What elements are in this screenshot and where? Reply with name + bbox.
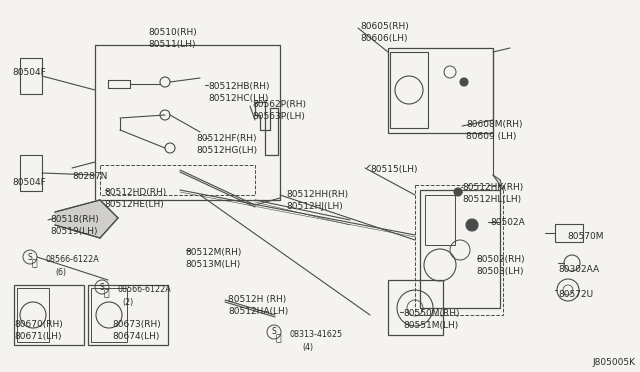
Text: S: S [28, 253, 33, 262]
Text: 80512HL(LH): 80512HL(LH) [462, 195, 521, 204]
Text: 80515(LH): 80515(LH) [370, 165, 417, 174]
Circle shape [454, 188, 462, 196]
Bar [100, 165, 255, 195]
Text: (4): (4) [302, 343, 313, 352]
Text: 80502A: 80502A [490, 218, 525, 227]
Text: 80512M(RH): 80512M(RH) [185, 248, 241, 257]
Text: 80606(LH): 80606(LH) [360, 34, 408, 43]
Text: 80512HB(RH): 80512HB(RH) [208, 82, 269, 91]
Text: 80670(RH): 80670(RH) [14, 320, 63, 329]
Text: J805005K: J805005K [592, 358, 635, 367]
Text: 80512HA(LH): 80512HA(LH) [228, 307, 288, 316]
Text: S: S [100, 282, 104, 292]
Text: 80512HE(LH): 80512HE(LH) [104, 200, 164, 209]
Text: Ⓢ: Ⓢ [32, 259, 38, 268]
Text: 80513M(LH): 80513M(LH) [185, 260, 240, 269]
Bar [88, 285, 168, 345]
Text: 80511(LH): 80511(LH) [148, 40, 195, 49]
Text: 80502(RH): 80502(RH) [476, 255, 525, 264]
Text: 08566-6122A: 08566-6122A [118, 285, 172, 294]
Text: 80671(LH): 80671(LH) [14, 332, 61, 341]
Text: 80512HC(LH): 80512HC(LH) [208, 94, 268, 103]
Bar [14, 285, 84, 345]
Bar [420, 190, 500, 308]
Text: 80572U: 80572U [558, 290, 593, 299]
Polygon shape [55, 200, 118, 238]
Bar [95, 45, 280, 200]
Bar [415, 185, 503, 315]
Text: Ⓢ: Ⓢ [104, 289, 109, 298]
Text: 80562P(RH): 80562P(RH) [252, 100, 306, 109]
Text: 80512HD(RH): 80512HD(RH) [104, 188, 166, 197]
Text: (2): (2) [122, 298, 133, 307]
Text: 80550M(RH): 80550M(RH) [403, 309, 460, 318]
Circle shape [460, 78, 468, 86]
Text: 80512HF(RH): 80512HF(RH) [196, 134, 257, 143]
Text: 80674(LH): 80674(LH) [112, 332, 159, 341]
Text: 80518(RH): 80518(RH) [50, 215, 99, 224]
Text: 80519(LH): 80519(LH) [50, 227, 97, 236]
Text: 80512HG(LH): 80512HG(LH) [196, 146, 257, 155]
Text: S: S [271, 327, 276, 337]
Text: 80503(LH): 80503(LH) [476, 267, 524, 276]
Text: 80551M(LH): 80551M(LH) [403, 321, 458, 330]
Bar [388, 48, 493, 133]
Text: 08313-41625: 08313-41625 [290, 330, 343, 339]
Text: 80512H (RH): 80512H (RH) [228, 295, 286, 304]
Circle shape [466, 219, 478, 231]
Bar [425, 195, 455, 245]
Text: 80673(RH): 80673(RH) [112, 320, 161, 329]
Text: (6): (6) [55, 268, 66, 277]
Text: Ⓢ: Ⓢ [276, 334, 282, 343]
Text: 08566-6122A: 08566-6122A [46, 255, 100, 264]
Text: 80609 (LH): 80609 (LH) [466, 132, 516, 141]
Text: 80608M(RH): 80608M(RH) [466, 120, 522, 129]
Text: 80302AA: 80302AA [558, 265, 599, 274]
Text: 80512HJ(LH): 80512HJ(LH) [286, 202, 343, 211]
Bar [390, 52, 428, 128]
Text: 80512HK(RH): 80512HK(RH) [462, 183, 524, 192]
Text: 80512HH(RH): 80512HH(RH) [286, 190, 348, 199]
Bar [17, 288, 49, 342]
Text: 80504F: 80504F [12, 68, 45, 77]
Bar [91, 288, 127, 342]
Text: 80504F: 80504F [12, 178, 45, 187]
Text: 80563P(LH): 80563P(LH) [252, 112, 305, 121]
Text: 80570M: 80570M [567, 232, 604, 241]
Text: 80287N: 80287N [72, 172, 108, 181]
Bar [20, 58, 42, 94]
Bar [20, 155, 42, 191]
Bar [555, 224, 583, 242]
Bar [388, 280, 443, 335]
Text: 80510(RH): 80510(RH) [148, 28, 196, 37]
Text: 80605(RH): 80605(RH) [360, 22, 409, 31]
